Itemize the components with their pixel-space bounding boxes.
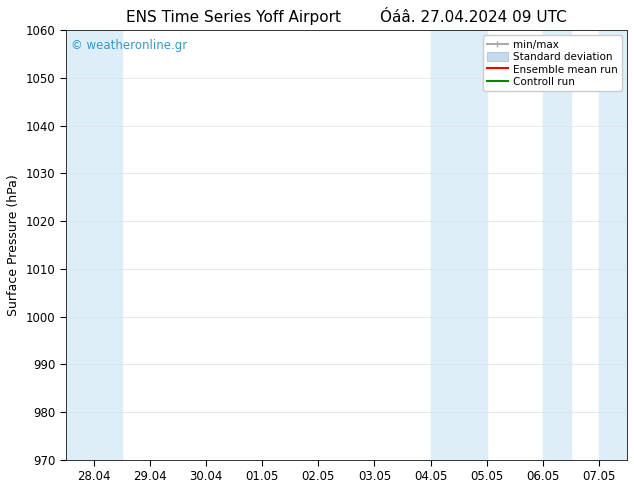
Bar	[430, 30, 487, 460]
Bar	[66, 30, 122, 460]
Bar	[543, 30, 571, 460]
Bar	[599, 30, 627, 460]
Y-axis label: Surface Pressure (hPa): Surface Pressure (hPa)	[7, 174, 20, 316]
Title: ENS Time Series Yoff Airport        Óáâ. 27.04.2024 09 UTC: ENS Time Series Yoff Airport Óáâ. 27.04.…	[126, 7, 567, 25]
Text: © weatheronline.gr: © weatheronline.gr	[71, 39, 188, 52]
Legend: min/max, Standard deviation, Ensemble mean run, Controll run: min/max, Standard deviation, Ensemble me…	[482, 35, 622, 91]
